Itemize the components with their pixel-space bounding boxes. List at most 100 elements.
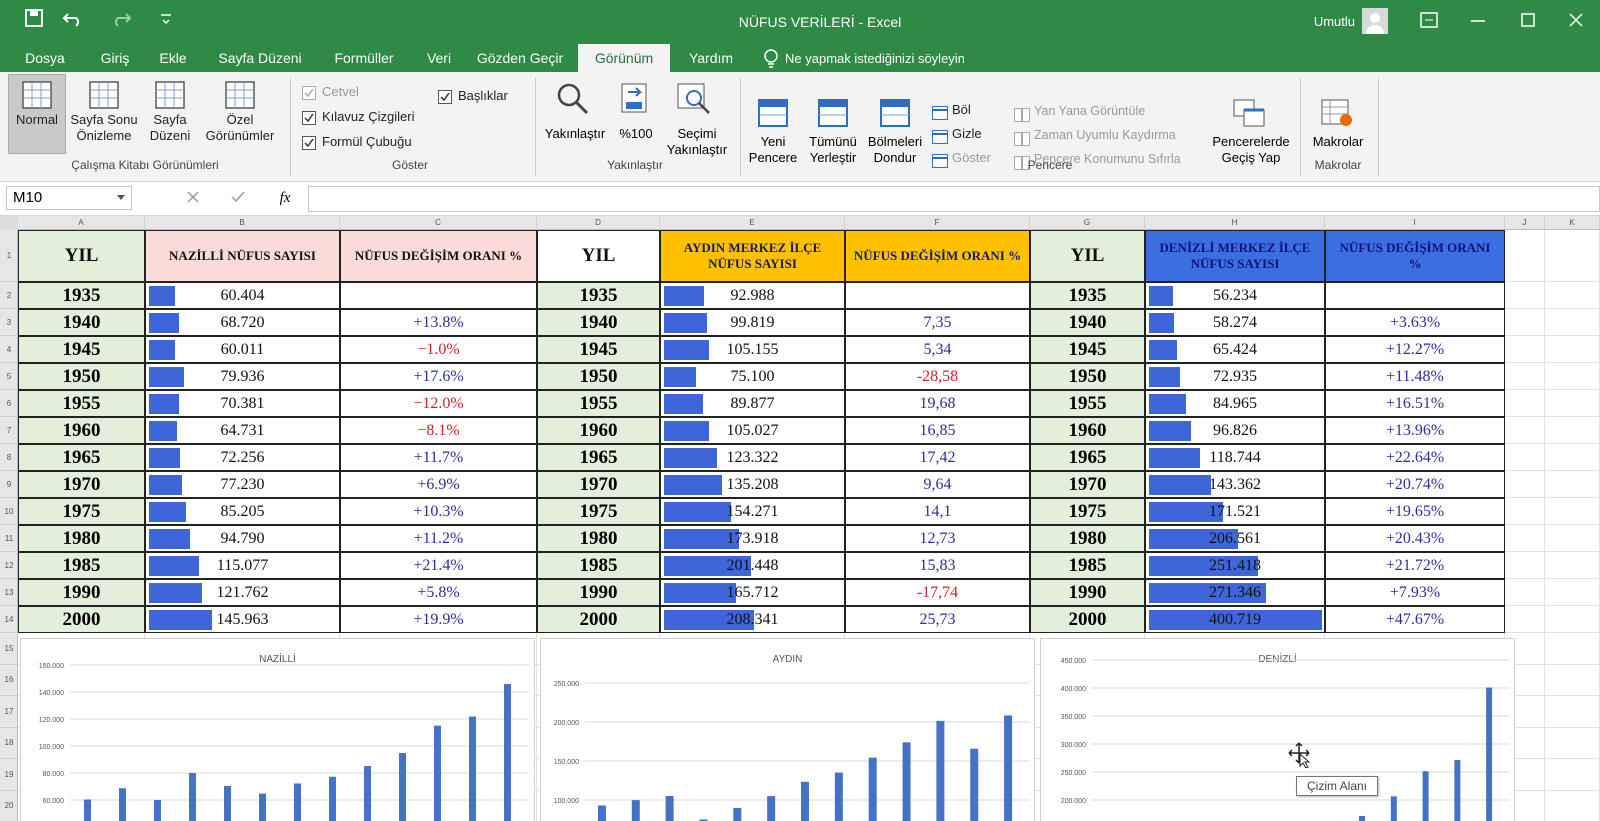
y-tick-label: 450.000 [1061,658,1086,665]
population-cell: 145.963 [145,606,340,633]
checkbox-label[interactable]: Cetvel [322,84,359,99]
chart-title: NAZİLLİ [259,652,296,665]
embedded-chart[interactable]: NAZİLLİ 160.000 140.000 120.000 100.000 80.00… [20,638,535,821]
ribbon-button[interactable]: Seçimi Yakınlaştır [666,126,728,157]
population-cell: 400.719 [1145,606,1325,633]
change-cell: -28,58 [845,363,1030,390]
population-value: 77.230 [220,475,265,493]
ribbon-tab[interactable]: Ekle [159,50,187,66]
data-bar [149,421,177,441]
name-box[interactable]: M10 [6,186,132,210]
ribbon-button[interactable]: Normal [16,112,58,127]
group-label: Makrolar [1314,158,1362,172]
ribbon-tab[interactable]: Veri [426,50,452,66]
table-header: DENİZLİ MERKEZ İLÇE NÜFUS SAYISI [1145,230,1325,282]
column-header[interactable]: F [845,216,1030,230]
small-button[interactable]: Böl [952,102,971,117]
data-bar [1149,448,1201,468]
ribbon-button[interactable]: Yakınlaştır [544,126,606,141]
column-header[interactable]: C [340,216,537,230]
small-button[interactable]: Yan Yana Görüntüle [1034,104,1146,118]
embedded-chart[interactable]: DENİZLİ 450.000 400.000 350.000 300.000 250.0… [1040,638,1515,821]
tell-me[interactable]: Ne yapmak istediğinizi söyleyin [785,51,965,66]
data-bar [149,286,176,306]
population-cell: 121.762 [145,579,340,606]
ribbon-tab[interactable]: Dosya [25,50,65,66]
ribbon-button[interactable]: %100 [619,126,653,141]
ribbon-tab[interactable]: Görünüm [578,44,670,72]
population-cell: 94.790 [145,525,340,552]
population-value: 171.521 [1209,502,1261,520]
y-tick-label: 160.000 [39,663,64,670]
ribbon-button[interactable]: Bölmeleri Dondur [867,134,923,165]
row-header[interactable]: 15 [0,633,18,665]
ribbon-button[interactable]: Yeni Pencere [748,134,798,165]
ribbon-button[interactable]: Tümünü Yerleştir [809,134,857,165]
row-header[interactable]: 6 [0,390,18,417]
population-value: 145.963 [216,610,269,628]
row-header[interactable]: 17 [0,696,18,728]
row-header[interactable]: 9 [0,471,18,498]
year-cell: 1985 [18,552,145,579]
ribbon-button[interactable]: Makrolar [1312,134,1364,149]
group-separator [740,78,741,176]
ribbon-button[interactable]: Sayfa Düzeni [149,112,191,143]
column-header[interactable]: H [1145,216,1325,230]
chart-bar [699,819,708,821]
row-header[interactable]: 11 [0,525,18,552]
column-header[interactable]: K [1545,216,1600,230]
population-cell: 84.965 [1145,390,1325,417]
row-header[interactable]: 12 [0,552,18,579]
small-button[interactable]: Pencere Konumunu Sıfırla [1034,152,1181,166]
row-header[interactable]: 2 [0,282,18,309]
population-cell: 135.208 [660,471,845,498]
column-header[interactable]: A [18,216,145,230]
data-bar [664,610,754,630]
small-button[interactable]: Gizle [952,126,982,141]
row-header[interactable]: 7 [0,417,18,444]
column-header[interactable]: J [1505,216,1545,230]
row-header[interactable]: 13 [0,579,18,606]
ribbon-tab[interactable]: Formüller [334,50,394,66]
formula-input[interactable] [308,186,1600,212]
checkbox-label[interactable]: Kılavuz Çizgileri [322,109,415,124]
column-header[interactable]: D [537,216,660,230]
ribbon-button[interactable]: Sayfa Sonu Önizleme [70,112,138,143]
row-header[interactable]: 14 [0,606,18,633]
embedded-chart[interactable]: AYDIN 250.000 200.000 150.000 100.000 [540,638,1035,821]
row-header[interactable]: 20 [0,791,18,821]
ribbon-button[interactable]: Pencerelerde Geçiş Yap [1212,134,1290,165]
group-separator [1378,78,1379,176]
switch-windows-icon [1233,99,1265,127]
ribbon-tab[interactable]: Sayfa Düzeni [218,50,302,66]
chart-bar [1390,796,1397,821]
enter-icon [231,191,245,203]
change-cell: −1.0% [340,336,537,363]
row-header[interactable]: 18 [0,728,18,759]
ribbon-tab[interactable]: Giriş [100,50,130,66]
column-header[interactable]: G [1030,216,1145,230]
row-header[interactable]: 4 [0,336,18,363]
ribbon-tab[interactable]: Yardım [688,50,734,66]
change-cell: +11.2% [340,525,537,552]
checkbox-label[interactable]: Formül Çubuğu [322,134,412,149]
row-header[interactable]: 10 [0,498,18,525]
row-header[interactable]: 5 [0,363,18,390]
year-cell: 1935 [1030,282,1145,309]
ribbon-button[interactable]: Özel Görünümler [205,112,275,143]
ribbon-tab[interactable]: Gözden Geçir [476,50,564,66]
column-header[interactable]: I [1325,216,1505,230]
y-tick-label: 120.000 [39,717,64,724]
row-header[interactable]: 19 [0,759,18,791]
checkbox-label[interactable]: Başlıklar [458,88,508,103]
zoom-selection-icon [677,83,710,114]
year-cell: 1980 [537,525,660,552]
row-header[interactable]: 3 [0,309,18,336]
small-button[interactable]: Göster [952,150,992,165]
column-header[interactable]: B [145,216,340,230]
small-button[interactable]: Zaman Uyumlu Kaydırma [1034,128,1176,142]
row-header[interactable]: 1 [0,230,18,282]
row-header[interactable]: 8 [0,444,18,471]
row-header[interactable]: 16 [0,665,18,696]
column-header[interactable]: E [660,216,845,230]
